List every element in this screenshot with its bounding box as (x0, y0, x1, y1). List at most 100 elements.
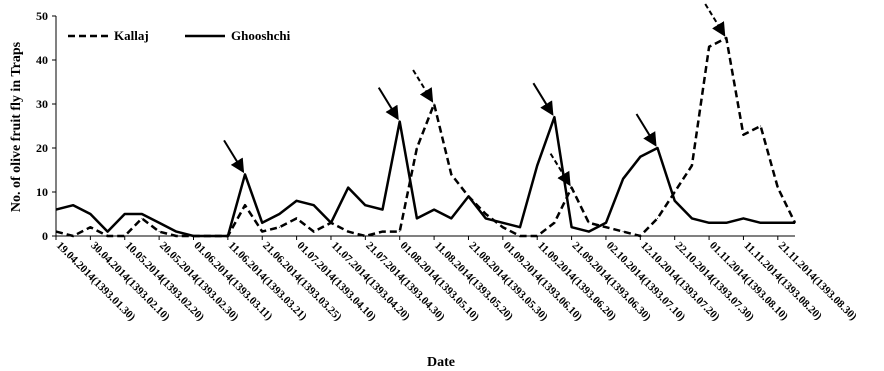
data-point-kallaj (175, 235, 177, 237)
data-point-ghooshchi (175, 231, 177, 233)
data-point-kallaj (433, 103, 435, 105)
data-point-kallaj (485, 213, 487, 215)
data-point-kallaj (124, 235, 126, 237)
data-point-kallaj (742, 134, 744, 136)
data-point-ghooshchi (485, 217, 487, 219)
y-tick-label: 40 (36, 53, 48, 67)
data-point-kallaj (158, 231, 160, 233)
peak-arrow (704, 3, 726, 37)
data-point-kallaj (502, 226, 504, 228)
data-point-ghooshchi (605, 222, 607, 224)
data-point-ghooshchi (72, 204, 74, 206)
data-point-kallaj (605, 226, 607, 228)
data-point-ghooshchi (55, 209, 57, 211)
data-point-kallaj (674, 191, 676, 193)
data-point-ghooshchi (364, 204, 366, 206)
data-point-kallaj (588, 222, 590, 224)
data-point-kallaj (571, 187, 573, 189)
data-point-ghooshchi (244, 173, 246, 175)
peak-arrow (635, 113, 657, 147)
data-point-ghooshchi (399, 121, 401, 123)
data-point-kallaj (519, 235, 521, 237)
data-point-kallaj (416, 147, 418, 149)
data-point-kallaj (261, 231, 263, 233)
data-point-ghooshchi (674, 200, 676, 202)
data-point-kallaj (622, 231, 624, 233)
data-point-ghooshchi (433, 209, 435, 211)
data-point-kallaj (107, 235, 109, 237)
data-point-ghooshchi (227, 235, 229, 237)
data-point-kallaj (278, 226, 280, 228)
y-tick-label: 30 (36, 97, 48, 111)
data-point-ghooshchi (347, 187, 349, 189)
y-tick-label: 0 (42, 229, 48, 243)
data-point-kallaj (55, 231, 57, 233)
peak-arrow (549, 153, 571, 187)
data-point-kallaj (296, 217, 298, 219)
series-line-kallaj (55, 36, 797, 238)
data-point-ghooshchi (210, 235, 212, 237)
data-point-kallaj (708, 46, 710, 48)
legend: Kallaj Ghooshchi (68, 28, 291, 43)
data-point-ghooshchi (467, 195, 469, 197)
data-point-ghooshchi (416, 217, 418, 219)
y-tick-label: 50 (36, 9, 48, 23)
y-tick-label: 20 (36, 141, 48, 155)
data-point-ghooshchi (622, 178, 624, 180)
data-point-ghooshchi (553, 116, 555, 118)
data-point-ghooshchi (313, 204, 315, 206)
data-point-ghooshchi (639, 156, 641, 158)
data-point-ghooshchi (519, 226, 521, 228)
data-point-kallaj (382, 231, 384, 233)
data-point-kallaj (347, 231, 349, 233)
data-point-ghooshchi (725, 222, 727, 224)
peak-arrow (412, 69, 434, 103)
peak-arrow (532, 82, 554, 116)
axes: 0102030405019.04.2014(1393.01.30)30.04.2… (36, 9, 859, 324)
data-point-ghooshchi (691, 217, 693, 219)
data-point-ghooshchi (450, 217, 452, 219)
data-point-ghooshchi (742, 217, 744, 219)
data-point-kallaj (313, 231, 315, 233)
data-point-kallaj (760, 125, 762, 127)
data-point-ghooshchi (89, 213, 91, 215)
data-point-kallaj (244, 204, 246, 206)
y-axis-title: No. of olive fruit fly in Traps (9, 41, 24, 212)
series-line-ghooshchi (55, 115, 795, 238)
data-point-kallaj (399, 231, 401, 233)
x-axis-title: Date (427, 355, 455, 370)
data-point-ghooshchi (192, 235, 194, 237)
annotations-layer (223, 3, 726, 187)
data-point-ghooshchi (777, 222, 779, 224)
data-point-ghooshchi (708, 222, 710, 224)
data-point-kallaj (450, 173, 452, 175)
data-point-kallaj (725, 37, 727, 39)
data-point-kallaj (536, 235, 538, 237)
data-point-kallaj (657, 217, 659, 219)
data-point-kallaj (777, 187, 779, 189)
data-point-ghooshchi (657, 147, 659, 149)
legend-label-ghooshchi: Ghooshchi (231, 28, 291, 43)
data-point-kallaj (141, 217, 143, 219)
data-point-kallaj (364, 235, 366, 237)
data-point-ghooshchi (760, 222, 762, 224)
data-point-ghooshchi (141, 213, 143, 215)
peak-arrow (223, 139, 245, 174)
data-point-ghooshchi (261, 222, 263, 224)
data-point-ghooshchi (330, 222, 332, 224)
data-point-ghooshchi (571, 226, 573, 228)
data-point-kallaj (89, 226, 91, 228)
data-point-kallaj (72, 235, 74, 237)
data-point-ghooshchi (502, 222, 504, 224)
data-point-ghooshchi (588, 231, 590, 233)
data-point-kallaj (553, 222, 555, 224)
data-point-ghooshchi (158, 222, 160, 224)
y-tick-label: 10 (36, 185, 48, 199)
series-layer (55, 36, 797, 238)
data-point-kallaj (639, 235, 641, 237)
data-point-ghooshchi (107, 231, 109, 233)
data-point-ghooshchi (382, 209, 384, 211)
data-point-ghooshchi (536, 165, 538, 167)
data-point-ghooshchi (794, 222, 796, 224)
